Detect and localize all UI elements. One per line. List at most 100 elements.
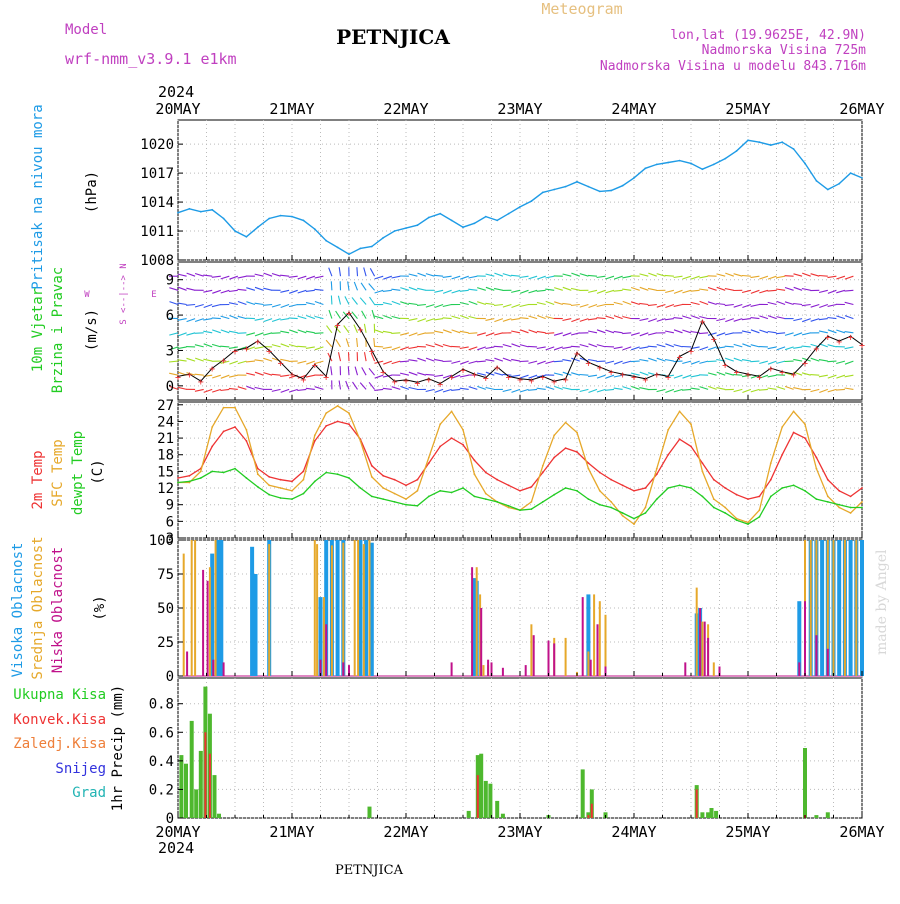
- dewpoint-line-point: [622, 512, 624, 514]
- wind-gust-marker: +: [620, 370, 626, 381]
- credit-label: made by Angel: [874, 549, 890, 655]
- legend-grad: Grad: [72, 785, 106, 801]
- temp-2m-line-point: [679, 438, 681, 440]
- pressure-line-point: [211, 209, 213, 211]
- temp-sfc-line-point: [451, 411, 453, 413]
- year-top: 2024: [158, 83, 194, 101]
- wind-gust-marker: +: [449, 372, 455, 383]
- low-cloud-bar: [502, 668, 504, 676]
- total-rain-bar: [501, 814, 505, 818]
- temp-sfc-line-point: [724, 507, 726, 509]
- temp-2m-line-point: [462, 444, 464, 446]
- low-cloud-bar: [553, 643, 555, 676]
- wind-barb: [220, 346, 229, 347]
- dewpoint-line-point: [850, 507, 852, 509]
- temp-sfc-line-point: [565, 422, 567, 424]
- temp-sfc-line-point: [553, 434, 555, 436]
- temp-2m-line-point: [508, 484, 510, 486]
- pressure-label: Pritisak na nivou mora: [30, 104, 46, 289]
- temp-sfc-line-point: [337, 405, 339, 407]
- altitude-label: Nadmorska Visina 725m: [702, 43, 867, 58]
- legend-snow: Snijeg: [55, 761, 106, 777]
- low-cloud-bar: [590, 660, 592, 676]
- pressure-line-point: [542, 192, 544, 194]
- dewpoint-line-point: [268, 494, 270, 496]
- mid-cloud-bar: [323, 597, 325, 676]
- dewpoint-line-point: [690, 487, 692, 489]
- temp-sfc-line-point: [303, 479, 305, 481]
- dewpoint-line-point: [599, 504, 601, 506]
- low-cloud-bar: [471, 567, 473, 676]
- wind-barb: [417, 346, 426, 347]
- wind-barb: [836, 389, 845, 390]
- wind-label-2: Brzina i Pravac: [50, 267, 66, 393]
- temp-sfc-line-point: [405, 498, 407, 500]
- pressure-line-point: [770, 144, 772, 146]
- wind-barb: [374, 346, 383, 347]
- pressure-line-point: [633, 177, 635, 179]
- mid-cloud-bar: [268, 544, 270, 676]
- dewpoint-line-point: [291, 498, 293, 500]
- wind-barb: [272, 333, 281, 334]
- wind-gust-marker: +: [791, 370, 797, 381]
- temp-sfc-line-point: [211, 426, 213, 428]
- dewpoint-line-point: [827, 501, 829, 503]
- dewpoint-line-point: [371, 496, 373, 498]
- pressure-line-point: [667, 162, 669, 164]
- time-tick-label-top: 24MAY: [611, 100, 656, 118]
- temp-2m-line-point: [610, 479, 612, 481]
- time-tick-label-top: 23MAY: [497, 100, 542, 118]
- low-cloud-bar: [548, 641, 550, 676]
- pressure-line-point: [747, 139, 749, 141]
- precip-unit: 1hr Precip (mm): [110, 685, 126, 811]
- high-cloud-bar: [820, 540, 824, 676]
- dewpoint-line-point: [211, 471, 213, 473]
- wind-barb: [477, 361, 486, 362]
- pressure-line-point: [223, 218, 225, 220]
- conv-rain-bar: [209, 754, 211, 818]
- low-cloud-bar: [798, 662, 800, 676]
- temp-sfc-line-point: [246, 429, 248, 431]
- temp-sfc-line-point: [508, 507, 510, 509]
- pressure-line-point: [610, 190, 612, 192]
- pressure-line-point: [189, 208, 191, 210]
- time-tick-label-top: 26MAY: [839, 100, 884, 118]
- dewpoint-line-point: [462, 487, 464, 489]
- pressure-line-point: [816, 180, 818, 182]
- wind-barb: [708, 361, 717, 362]
- dewpoint-line-point: [565, 487, 567, 489]
- y-tick-label: 100: [149, 533, 174, 549]
- pressure-line-point: [861, 177, 863, 179]
- wind-gust-marker: +: [574, 349, 580, 360]
- total-rain-bar: [488, 784, 492, 818]
- pressure-line-point: [451, 220, 453, 222]
- time-tick-label-top: 25MAY: [725, 100, 770, 118]
- wind-gust-marker: +: [243, 344, 249, 355]
- low-cloud-bar: [342, 662, 344, 676]
- wind-gust-marker: +: [323, 372, 329, 383]
- wind-gust-marker: +: [471, 370, 477, 381]
- mid-cloud-bar: [183, 554, 185, 676]
- dewpoint-line-point: [667, 487, 669, 489]
- total-rain-bar: [803, 748, 807, 818]
- temp-2m-line-point: [451, 437, 453, 439]
- pressure-line-point: [508, 213, 510, 215]
- dewpoint-line-point: [417, 505, 419, 507]
- low-cloud-bar: [533, 635, 535, 676]
- wind-gust-marker: +: [540, 372, 546, 383]
- conv-rain-bar: [591, 804, 593, 818]
- wind-gust-marker: +: [437, 380, 443, 391]
- pressure-line-point: [462, 226, 464, 228]
- temp-2m-line-point: [770, 479, 772, 481]
- pressure-line-point: [405, 227, 407, 229]
- dewpoint-line-point: [553, 494, 555, 496]
- pressure-line-point: [576, 181, 578, 183]
- wind-barb: [289, 318, 298, 319]
- y-tick-label: 1017: [140, 166, 174, 182]
- temp-2m-line-point: [542, 472, 544, 474]
- wind-gust-marker: +: [346, 309, 352, 320]
- wind-gust-marker: +: [688, 347, 694, 358]
- pressure-line-point: [531, 200, 533, 202]
